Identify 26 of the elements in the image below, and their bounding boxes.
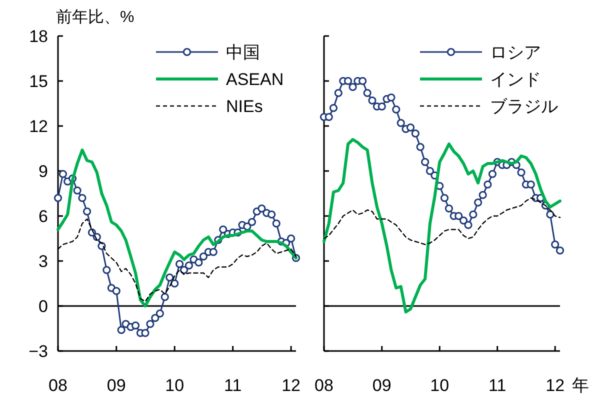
y-tick-label: 3	[38, 252, 48, 271]
legend-label: ASEAN	[226, 70, 284, 89]
x-tick-label: 11	[224, 376, 242, 395]
x-axis-title: 年	[572, 376, 589, 395]
legend-label: ロシア	[490, 43, 541, 62]
y-tick-label: 18	[29, 27, 48, 46]
x-tick-label: 10	[165, 376, 184, 395]
y-axis-title: 前年比、%	[56, 8, 134, 26]
x-tick-label: 10	[430, 376, 450, 395]
y-tick-label: 0	[38, 297, 48, 316]
x-tick-label: 12	[546, 376, 565, 395]
y-tick-label: 6	[38, 207, 48, 226]
y-tick-label: −3	[28, 342, 48, 361]
legend-label: NIEs	[226, 97, 263, 116]
x-tick-label: 09	[372, 376, 392, 395]
x-tick-label: 12	[282, 376, 301, 395]
legend-label: インド	[490, 70, 541, 89]
x-tick-label: 08	[48, 376, 68, 395]
x-tick-label: 11	[488, 376, 506, 395]
x-tick-label: 08	[314, 376, 334, 395]
y-tick-label: 12	[29, 117, 48, 136]
y-tick-label: 15	[29, 72, 48, 91]
legend-label: ブラジル	[490, 97, 558, 116]
x-tick-label: 09	[106, 376, 126, 395]
y-tick-label: 9	[38, 162, 48, 181]
legend-label: 中国	[226, 43, 260, 62]
